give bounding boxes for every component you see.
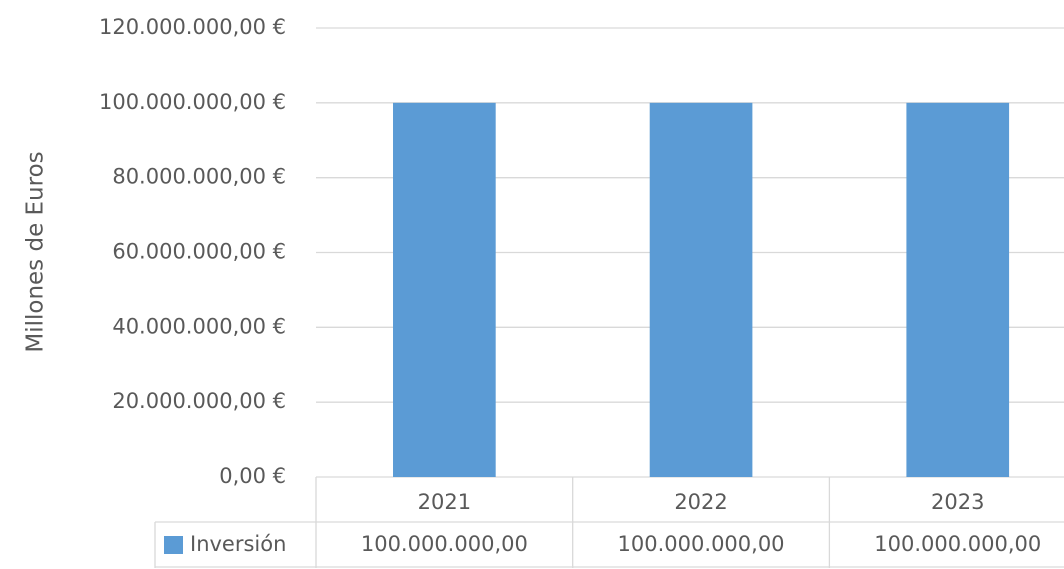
x-tick-label: 2023	[931, 490, 984, 514]
legend-label: Inversión	[190, 532, 286, 556]
x-tick-label: 2022	[674, 490, 727, 514]
y-tick-label: 20.000.000,00 €	[112, 389, 286, 413]
y-tick-label: 0,00 €	[219, 464, 286, 488]
y-tick-label: 60.000.000,00 €	[112, 240, 286, 264]
y-axis-title: Millones de Euros	[23, 151, 49, 352]
bar	[649, 102, 753, 477]
table-value: 100.000.000,00	[361, 532, 528, 556]
y-tick-label: 80.000.000,00 €	[112, 165, 286, 189]
y-tick-label: 100.000.000,00 €	[99, 90, 286, 114]
table-value: 100.000.000,00	[618, 532, 785, 556]
y-tick-label: 120.000.000,00 €	[99, 15, 286, 39]
bar	[393, 102, 496, 477]
legend-swatch	[164, 536, 183, 554]
table-value: 100.000.000,00	[874, 532, 1041, 556]
bar	[906, 102, 1010, 477]
x-tick-label: 2021	[418, 490, 471, 514]
y-tick-label: 40.000.000,00 €	[112, 314, 286, 338]
